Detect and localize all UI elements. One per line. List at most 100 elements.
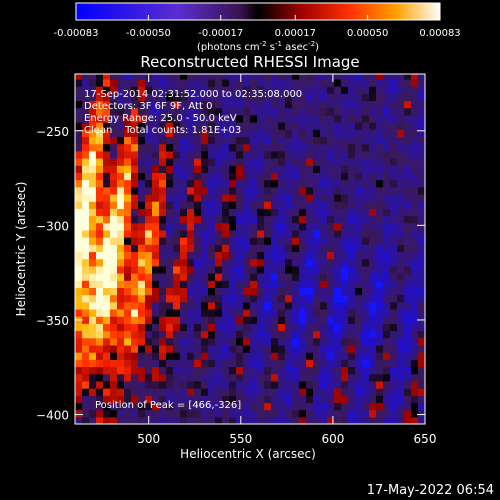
heatmap-cell [180, 258, 188, 267]
heatmap-cell [425, 352, 433, 360]
heatmap-cell [138, 323, 146, 332]
heatmap-cell [215, 380, 223, 389]
heatmap-cell [103, 165, 111, 173]
heatmap-cell [355, 280, 363, 289]
heatmap-cell [159, 208, 167, 217]
heatmap-cell [103, 323, 111, 332]
heatmap-cell [411, 107, 419, 116]
y-tick-label: −300 [36, 219, 69, 233]
heatmap-cell [110, 337, 118, 346]
heatmap-cell [103, 179, 111, 188]
heatmap-cell [348, 122, 356, 130]
heatmap-cell [369, 273, 377, 281]
heatmap-cell [362, 208, 370, 217]
heatmap-cell [110, 122, 118, 130]
heatmap-cell [411, 215, 419, 224]
heatmap-cell [418, 74, 425, 80]
heatmap-cell [166, 409, 174, 418]
heatmap-cell [187, 107, 195, 116]
heatmap-cell [173, 344, 181, 353]
heatmap-cell [124, 388, 132, 396]
heatmap-cell [299, 201, 307, 209]
heatmap-cell [320, 172, 328, 181]
heatmap-cell [89, 208, 97, 217]
heatmap-cell [264, 316, 272, 324]
heatmap-cell [278, 74, 286, 80]
heatmap-cell [82, 388, 90, 396]
heatmap-cell [89, 107, 97, 116]
heatmap-cell [355, 229, 363, 238]
heatmap-cell [278, 380, 286, 389]
heatmap-cell [173, 244, 181, 253]
heatmap-cell [334, 229, 342, 238]
heatmap-cell [348, 359, 356, 368]
heatmap-cell [194, 244, 202, 253]
heatmap-cell [110, 395, 118, 404]
heatmap-cell [348, 308, 356, 317]
heatmap-cell [194, 150, 202, 159]
heatmap-cell [376, 395, 384, 404]
heatmap-cell [166, 380, 174, 389]
heatmap-cell [292, 395, 300, 404]
heatmap-cell [306, 366, 314, 375]
heatmap-cell [376, 380, 384, 389]
heatmap-cell [299, 330, 307, 339]
heatmap-cell [292, 352, 300, 360]
heatmap-cell [194, 158, 202, 166]
heatmap-cell [418, 222, 425, 231]
heatmap-cell [418, 337, 425, 346]
heatmap-cell [243, 402, 251, 411]
heatmap-cell [397, 74, 405, 80]
heatmap-cell [194, 78, 202, 87]
heatmap-cell [285, 380, 293, 389]
heatmap-cell [264, 201, 272, 209]
heatmap-cell [103, 215, 111, 224]
heatmap-cell [292, 74, 300, 80]
heatmap-cell [383, 136, 391, 145]
heatmap-cell [425, 129, 433, 137]
heatmap-cell [110, 237, 118, 245]
heatmap-cell [75, 78, 83, 87]
heatmap-cell [229, 416, 237, 424]
heatmap-cell [180, 308, 188, 317]
heatmap-cell [243, 179, 251, 188]
heatmap-cell [278, 308, 286, 317]
heatmap-cell [425, 266, 433, 274]
heatmap-cell [411, 287, 419, 296]
heatmap-cell [222, 301, 230, 310]
heatmap-cell [425, 194, 433, 202]
heatmap-cell [299, 265, 307, 274]
heatmap-cell [355, 308, 363, 317]
heatmap-cell [250, 215, 258, 224]
heatmap-cell [264, 229, 272, 238]
heatmap-cell [145, 301, 153, 310]
heatmap-cell [348, 416, 356, 424]
heatmap-cell [411, 280, 419, 289]
heatmap-cell [117, 352, 125, 360]
heatmap-cell [187, 344, 195, 353]
heatmap-cell [299, 308, 307, 317]
heatmap-cell [383, 402, 391, 411]
heatmap-cell [348, 107, 356, 116]
heatmap-cell [327, 366, 335, 375]
colorbar [75, 2, 441, 21]
heatmap-cell [334, 122, 342, 130]
heatmap-cell [327, 78, 335, 87]
heatmap-cell [299, 158, 307, 166]
heatmap-cell [397, 287, 405, 296]
heatmap-cell [103, 395, 111, 404]
heatmap-cell [292, 229, 300, 238]
heatmap-cell [236, 395, 244, 404]
heatmap-cell [348, 172, 356, 181]
heatmap-cell [215, 179, 223, 188]
heatmap-cell [418, 388, 425, 396]
heatmap-cell [271, 337, 279, 346]
heatmap-cell [250, 208, 258, 217]
heatmap-cell [96, 129, 104, 138]
heatmap-cell [208, 308, 216, 317]
heatmap-cell [264, 165, 272, 173]
heatmap-cell [173, 208, 181, 217]
heatmap-cell [222, 395, 230, 404]
heatmap-cell [313, 179, 321, 188]
heatmap-cell [285, 129, 293, 138]
